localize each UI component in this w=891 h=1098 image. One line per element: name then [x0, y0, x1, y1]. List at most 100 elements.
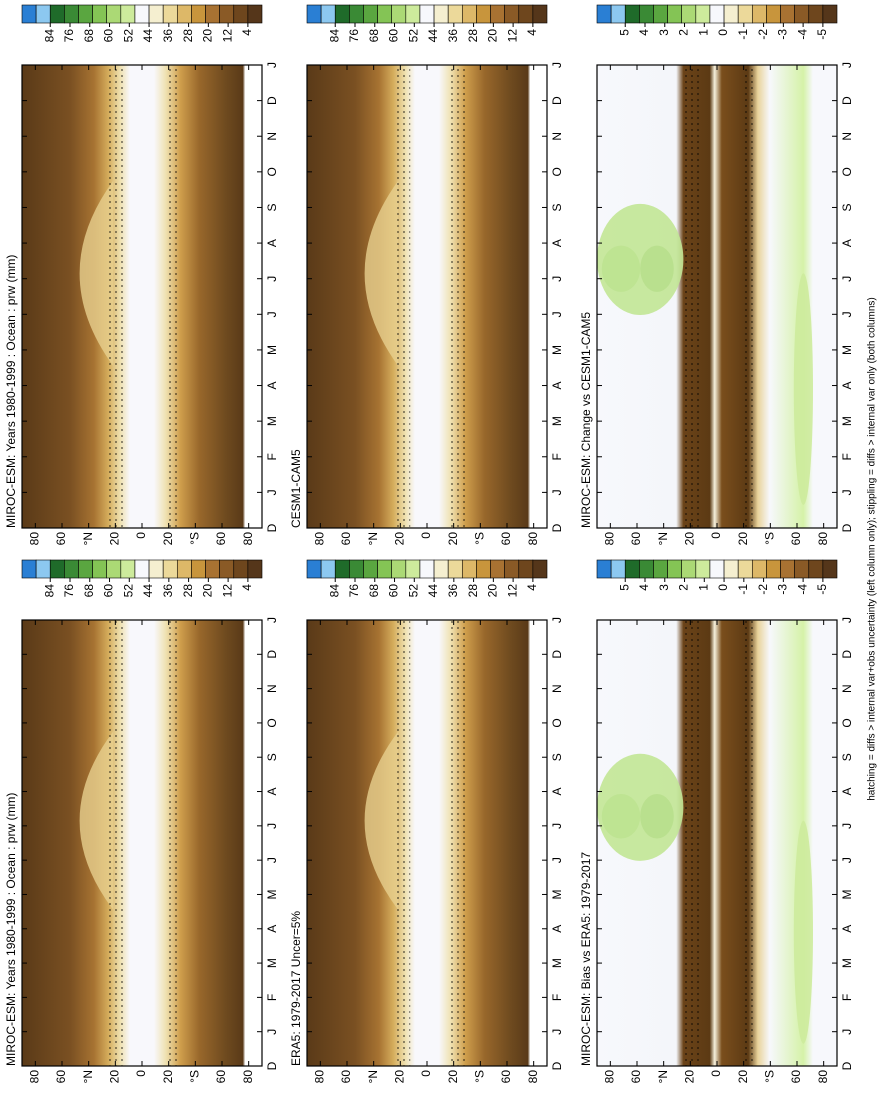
- panel-title: MIROC-ESM: Years 1980-1999 : Ocean : prw…: [4, 255, 18, 528]
- colorbar-box: [476, 559, 491, 579]
- colorbar-box: [106, 559, 122, 579]
- x-tick-label: N: [550, 132, 564, 141]
- colorbar-box: [78, 4, 93, 24]
- field-bulge: [364, 180, 399, 366]
- colorbar-label: 4: [240, 584, 254, 591]
- x-tick-label: S: [550, 753, 564, 761]
- y-tick-label: 60: [214, 1070, 228, 1084]
- y-tick-label: °S: [763, 532, 777, 545]
- x-tick-label: J: [840, 857, 854, 863]
- x-tick-label: M: [265, 345, 279, 355]
- x-tick-label: M: [840, 889, 854, 899]
- panel: MIROC-ESM: Bias vs ERA5: 1979-2017 80 60 °N…: [579, 559, 854, 1084]
- x-tick-label: J: [550, 489, 564, 495]
- colorbar-box: [780, 4, 795, 24]
- x-tick-label: O: [265, 167, 279, 176]
- y-tick-label: 80: [28, 1070, 42, 1084]
- colorbar-box: [320, 4, 336, 24]
- x-tick-label: M: [265, 958, 279, 968]
- colorbar-box: [78, 559, 93, 579]
- colorbar-box: [334, 559, 350, 579]
- x-tick-label: O: [265, 718, 279, 727]
- stippling: [451, 620, 466, 1066]
- colorbar-label: 36: [161, 584, 175, 598]
- x-tick-label: N: [265, 132, 279, 141]
- colorbar-label: 84: [42, 584, 56, 598]
- colorbar-box: [504, 4, 520, 24]
- stippling: [393, 65, 411, 528]
- colorbar-label: 84: [327, 29, 341, 43]
- colorbar-box: [148, 4, 164, 24]
- colorbar-box: [723, 4, 739, 24]
- field: [307, 620, 547, 1066]
- panel-title: MIROC-ESM: Bias vs ERA5: 1979-2017: [579, 852, 593, 1066]
- x-tick-label: A: [840, 382, 854, 390]
- colorbar-label: -2: [756, 584, 770, 595]
- x-tick-label: J: [840, 489, 854, 495]
- field-patch: [597, 203, 684, 316]
- colorbar-box: [363, 4, 378, 24]
- colorbar-box: [306, 559, 322, 579]
- y-tick-label: °S: [188, 532, 202, 545]
- y-tick-label: 80: [28, 532, 42, 546]
- y-tick-label: 60: [629, 532, 643, 546]
- field-bulge: [79, 731, 114, 910]
- colorbar-label: 52: [121, 29, 135, 43]
- y-tick-label: 60: [789, 1070, 803, 1084]
- x-tick-label: A: [840, 788, 854, 796]
- colorbar-box: [532, 4, 548, 24]
- x-tick-label: M: [840, 345, 854, 355]
- colorbar-box: [504, 559, 520, 579]
- colorbar-box: [247, 559, 263, 579]
- colorbar-box: [92, 559, 108, 579]
- colorbar-label: 1: [696, 584, 710, 591]
- colorbar-label: 44: [426, 584, 440, 598]
- colorbar-label: 28: [181, 584, 195, 598]
- colorbar-box: [377, 559, 393, 579]
- colorbar-label: 3: [657, 584, 671, 591]
- y-tick-label: °N: [366, 532, 380, 545]
- colorbar-box: [490, 4, 505, 24]
- colorbar-label: 76: [347, 29, 361, 43]
- colorbar-box: [695, 559, 711, 579]
- colorbar-box: [822, 559, 838, 579]
- colorbar-label: 60: [102, 29, 116, 43]
- colorbar-label: 20: [201, 584, 215, 598]
- colorbar-box: [35, 559, 51, 579]
- colorbar-box: [447, 559, 463, 579]
- y-tick-label: 0: [419, 532, 433, 539]
- x-tick-label: D: [840, 523, 854, 532]
- y-tick-label: 0: [419, 1070, 433, 1077]
- y-tick-label: °S: [188, 1070, 202, 1083]
- x-tick-label: J: [265, 857, 279, 863]
- colorbar-box: [596, 4, 612, 24]
- x-tick-label: A: [550, 239, 564, 247]
- x-tick-label: D: [265, 523, 279, 532]
- colorbar-label: -4: [795, 29, 809, 40]
- y-tick-label: 60: [54, 1070, 68, 1084]
- stippling: [108, 65, 126, 528]
- y-tick-label: 80: [603, 532, 617, 546]
- colorbar-box: [447, 4, 463, 24]
- x-tick-label: M: [840, 416, 854, 426]
- y-tick-label: °S: [473, 532, 487, 545]
- colorbar-box: [461, 559, 477, 579]
- colorbar-label: -5: [815, 584, 829, 595]
- colorbar-label: 68: [82, 29, 96, 43]
- y-tick-label: 0: [709, 532, 723, 539]
- y-tick-label: °N: [366, 1070, 380, 1083]
- x-tick-label: N: [550, 684, 564, 693]
- footnote: hatching = diffs > internal var+obs unce…: [867, 297, 878, 801]
- y-tick-label: 20: [683, 1070, 697, 1084]
- colorbar-label: -1: [736, 29, 750, 40]
- colorbar-box: [162, 559, 178, 579]
- colorbar-box: [681, 4, 697, 24]
- x-tick-label: J: [550, 1029, 564, 1035]
- colorbar-box: [667, 559, 683, 579]
- x-tick-label: J: [265, 1029, 279, 1035]
- x-tick-label: D: [265, 650, 279, 659]
- y-tick-label: °N: [656, 1070, 670, 1083]
- x-tick-label: A: [265, 239, 279, 247]
- x-tick-label: J: [840, 617, 854, 623]
